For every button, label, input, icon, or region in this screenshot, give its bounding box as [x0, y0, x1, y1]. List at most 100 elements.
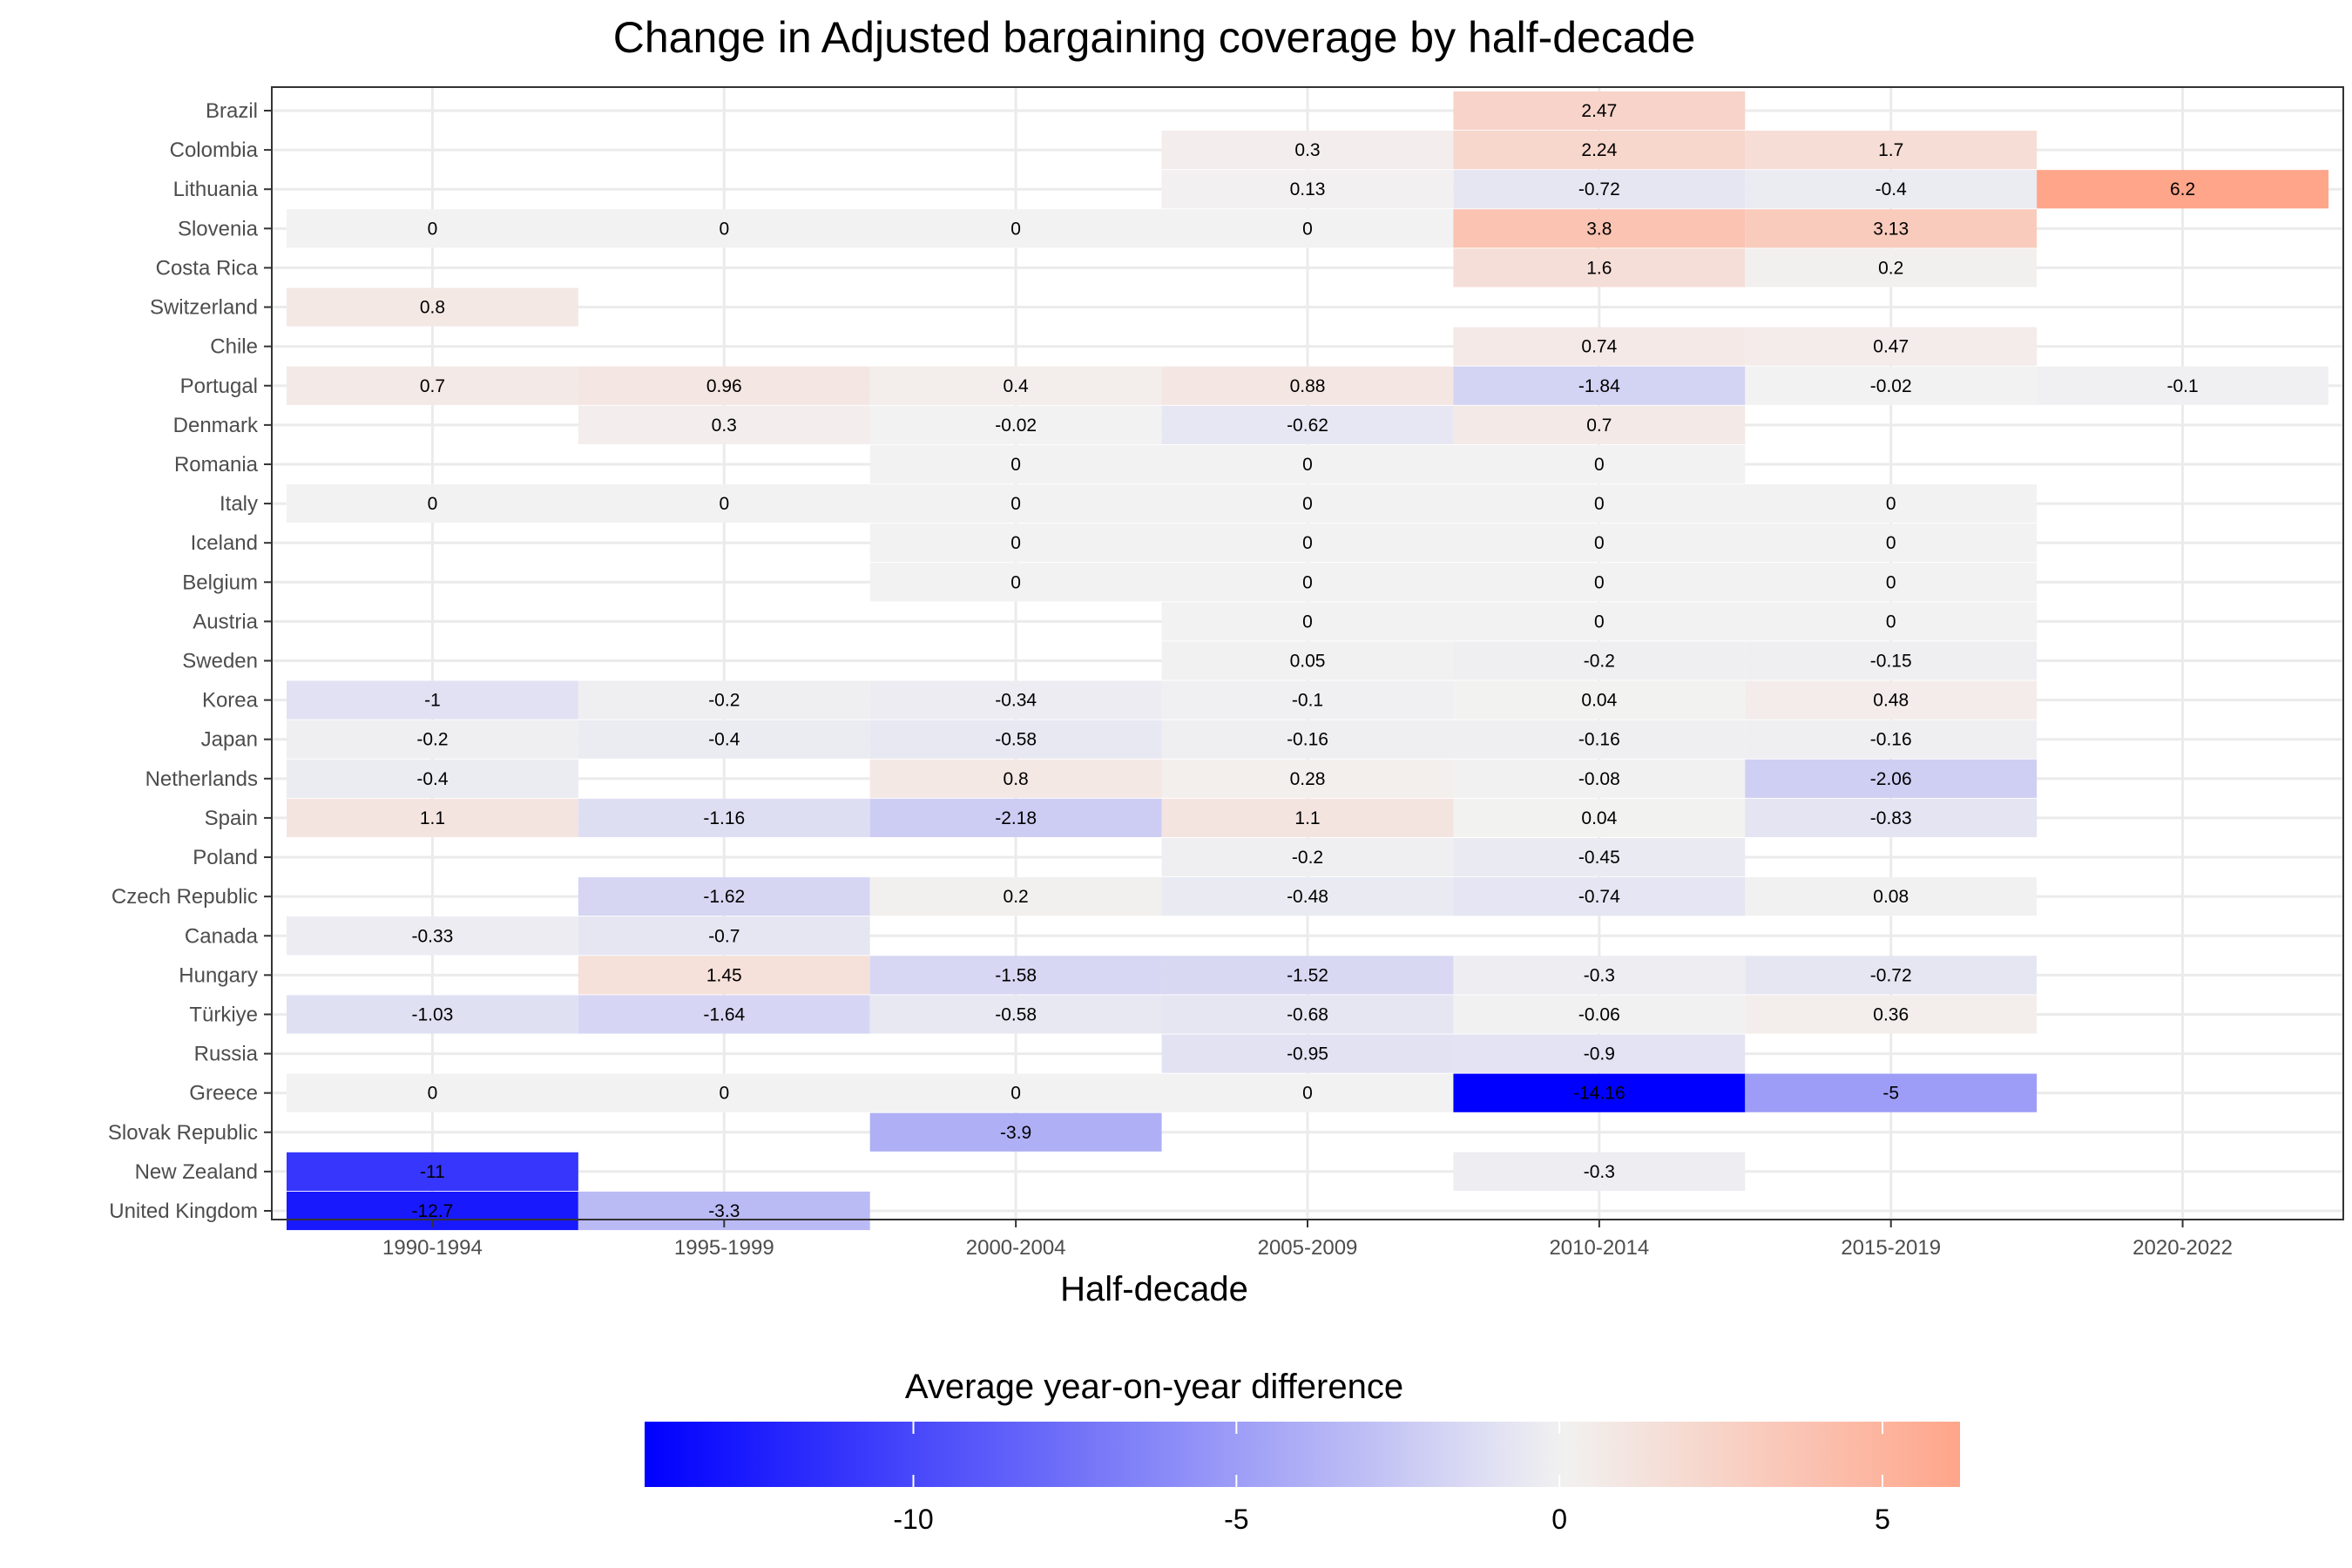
cell-rect [869, 877, 1162, 916]
heatmap-cell: 0.7 [1453, 405, 1746, 444]
cell-value-label: 0 [1010, 533, 1021, 553]
cell-value-label: 0 [1302, 612, 1313, 632]
heatmap-cell: 0.08 [1745, 877, 2038, 916]
cell-value-label: -1.52 [1287, 965, 1328, 985]
heatmap-cell: 0.04 [1453, 680, 1746, 720]
cell-rect [1453, 995, 1746, 1034]
cell-rect [869, 1073, 1162, 1112]
heatmap-cell: -0.1 [1161, 680, 1454, 720]
cell-rect [1161, 995, 1454, 1034]
y-tick-label: Chile [210, 335, 258, 359]
y-tick-label: New Zealand [135, 1160, 258, 1184]
cell-value-label: -0.4 [1876, 179, 1908, 199]
cell-value-label: -0.95 [1287, 1044, 1328, 1064]
cell-rect [1453, 641, 1746, 680]
heatmap-cell: -0.2 [1453, 641, 1746, 680]
y-tick-label: Italy [220, 492, 258, 516]
cell-value-label: 0.04 [1581, 808, 1617, 828]
cell-rect [1161, 956, 1454, 995]
cell-value-label: -0.3 [1584, 965, 1615, 985]
cell-rect [1453, 444, 1746, 484]
cell-value-label: 0 [1886, 494, 1896, 514]
cell-rect [1453, 798, 1746, 838]
cell-rect [1745, 483, 2038, 524]
cell-rect [1745, 524, 2038, 563]
y-tick-label: Japan [201, 728, 258, 752]
cell-rect [1161, 209, 1454, 248]
legend-colorbar [645, 1422, 1960, 1487]
cell-value-label: -1.64 [703, 1004, 745, 1024]
heatmap-cell: -1.64 [578, 995, 870, 1034]
heatmap-cell: 0 [1161, 483, 1454, 524]
cell-value-label: 0.8 [420, 298, 445, 318]
heatmap-cell: 0 [578, 209, 870, 248]
cell-value-label: 3.13 [1873, 219, 1909, 239]
heatmap-cell: -0.02 [1745, 366, 2038, 405]
heatmap-cell: -0.3 [1453, 1152, 1746, 1191]
cell-value-label: -0.4 [416, 769, 449, 789]
cell-value-label: 0.28 [1290, 769, 1326, 789]
cell-rect [1453, 209, 1746, 248]
chart-title: Change in Adjusted bargaining coverage b… [613, 13, 1696, 62]
cell-rect [1453, 1034, 1746, 1073]
heatmap-cell: 0.05 [1161, 641, 1454, 680]
y-tick-label: Sweden [182, 650, 258, 673]
cell-value-label: 0.04 [1581, 691, 1617, 711]
cell-rect [287, 720, 578, 759]
cell-rect [1453, 248, 1746, 287]
heatmap-cell: -3.9 [869, 1112, 1162, 1152]
cell-value-label: -0.3 [1584, 1162, 1615, 1182]
heatmap-cell: -0.45 [1453, 837, 1746, 877]
cell-rect [578, 956, 870, 995]
cell-value-label: 0 [1010, 572, 1021, 592]
legend-tick-label: -10 [893, 1504, 933, 1535]
heatmap-cell: -0.48 [1161, 877, 1454, 916]
cell-value-label: 0.48 [1873, 691, 1909, 711]
cell-value-label: 0 [1010, 1084, 1021, 1104]
cell-rect [578, 366, 870, 405]
cell-rect [2037, 170, 2328, 209]
heatmap-cell: -0.2 [287, 720, 578, 759]
heatmap-cell: 0 [1745, 524, 2038, 563]
cell-value-label: 0.36 [1873, 1004, 1909, 1024]
cell-value-label: -11 [420, 1162, 445, 1182]
heatmap-cell: 0 [869, 563, 1162, 602]
cell-rect [287, 1073, 578, 1112]
cell-rect [578, 405, 870, 444]
heatmap-cell: -1.62 [578, 877, 870, 916]
y-tick-label: Romania [174, 453, 259, 476]
cell-rect [578, 209, 870, 248]
heatmap-cell: -0.72 [1453, 170, 1746, 209]
x-tick-label: 2010-2014 [1549, 1236, 1649, 1260]
cell-value-label: 0.3 [1294, 140, 1320, 160]
cell-value-label: -0.2 [708, 691, 740, 711]
cell-value-label: -1.84 [1578, 376, 1620, 396]
heatmap-cell: 1.45 [578, 956, 870, 995]
heatmap-cell: 0.2 [869, 877, 1162, 916]
heatmap-cell: -0.4 [1745, 170, 2038, 209]
cell-rect [287, 759, 578, 798]
cell-rect [1161, 680, 1454, 720]
cell-rect [1745, 995, 2038, 1034]
cell-value-label: -0.02 [1870, 376, 1912, 396]
cell-value-label: -0.48 [1287, 887, 1328, 907]
x-tick-label: 2015-2019 [1841, 1236, 1941, 1260]
heatmap-cell: -1.03 [287, 995, 578, 1034]
cell-rect [1453, 837, 1746, 877]
cell-value-label: -1.16 [703, 808, 745, 828]
cell-value-label: 0 [1010, 494, 1021, 514]
x-tick-label: 1995-1999 [674, 1236, 774, 1260]
cell-value-label: -12.7 [411, 1201, 453, 1221]
cell-value-label: 2.47 [1581, 101, 1617, 121]
heatmap-cell: -0.68 [1161, 995, 1454, 1034]
heatmap-cell: -0.4 [578, 720, 870, 759]
heatmap-cell: -1.16 [578, 798, 870, 838]
heatmap-cell: 0.4 [869, 366, 1162, 405]
cell-rect [1453, 759, 1746, 798]
cell-rect [1453, 1152, 1746, 1191]
cell-value-label: 0 [1010, 455, 1021, 475]
y-tick-label: Russia [194, 1043, 259, 1066]
cell-value-label: 0 [719, 1084, 729, 1104]
heatmap-cell: -1 [287, 680, 578, 720]
cell-rect [1161, 405, 1454, 444]
